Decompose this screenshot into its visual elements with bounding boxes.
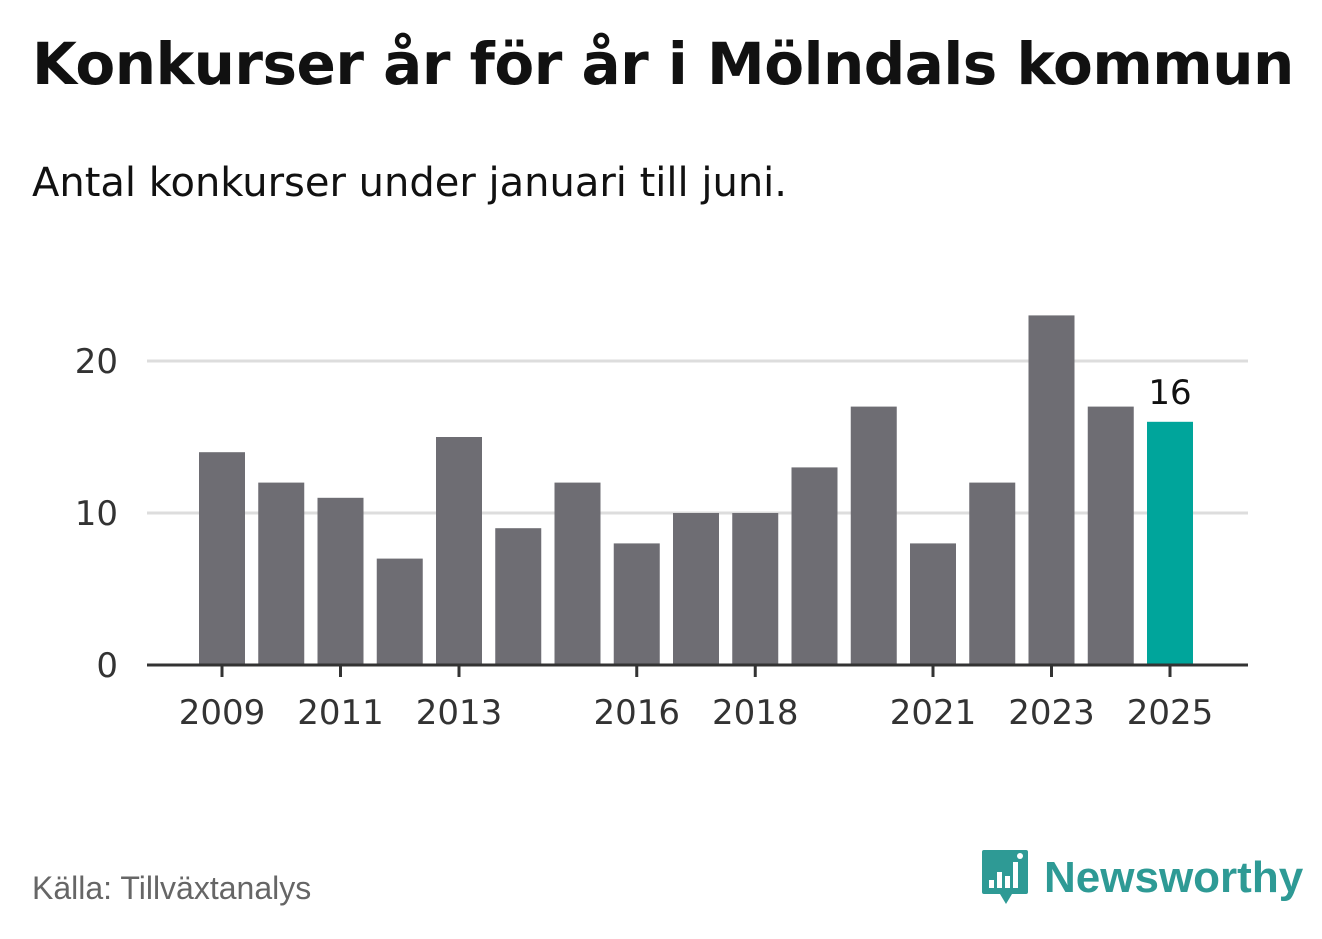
chart-title: Konkurser år för år i Mölndals kommun: [32, 30, 1294, 98]
bar-2023: [1028, 315, 1075, 665]
bar-2010: [258, 482, 305, 665]
bar-2015: [554, 482, 601, 665]
x-tick-label: 2025: [1127, 693, 1214, 733]
bar-2011: [317, 497, 364, 665]
bar-2021: [910, 543, 956, 665]
x-tick-label: 2013: [416, 693, 503, 733]
x-axis-labels: 2009 2011 2013 2016 2018 2021 2023 2025: [179, 665, 1214, 733]
x-tick-label: 2011: [297, 693, 384, 733]
grid-lines: [147, 359, 1248, 515]
data-labels: 16: [1148, 373, 1191, 413]
bar-chart-speech-bubble-icon: [982, 850, 1028, 904]
bar-2024: [1087, 406, 1134, 665]
source-note: Källa: Tillväxtanalys: [32, 870, 312, 906]
x-tick-label: 2018: [712, 693, 799, 733]
bar-2022: [969, 482, 1016, 665]
bar-2013: [436, 437, 482, 665]
x-tick-label: 2021: [890, 693, 977, 733]
bar-2018: [732, 513, 779, 665]
bars: [199, 315, 1193, 665]
bar-2019: [791, 467, 838, 665]
y-tick-label: 10: [75, 494, 118, 534]
y-tick-label: 20: [75, 342, 118, 382]
y-tick-label: 0: [96, 646, 118, 686]
bar-2012: [376, 558, 423, 665]
bar-2009: [199, 452, 245, 665]
y-axis-labels: 0 10 20: [75, 342, 118, 686]
chart-subtitle: Antal konkurser under januari till juni.: [32, 160, 787, 206]
data-label-2025: 16: [1148, 373, 1191, 413]
x-tick-label: 2023: [1008, 693, 1095, 733]
x-tick-label: 2009: [179, 693, 266, 733]
bar-2016: [613, 543, 660, 665]
x-tick-label: 2016: [593, 693, 680, 733]
bar-2014: [495, 528, 542, 665]
bar-2017: [673, 513, 719, 665]
bar-2020: [850, 406, 897, 665]
brand-logo: Newsworthy: [980, 848, 1303, 908]
bar-2025: [1147, 421, 1193, 665]
brand-name: Newsworthy: [1044, 853, 1304, 902]
